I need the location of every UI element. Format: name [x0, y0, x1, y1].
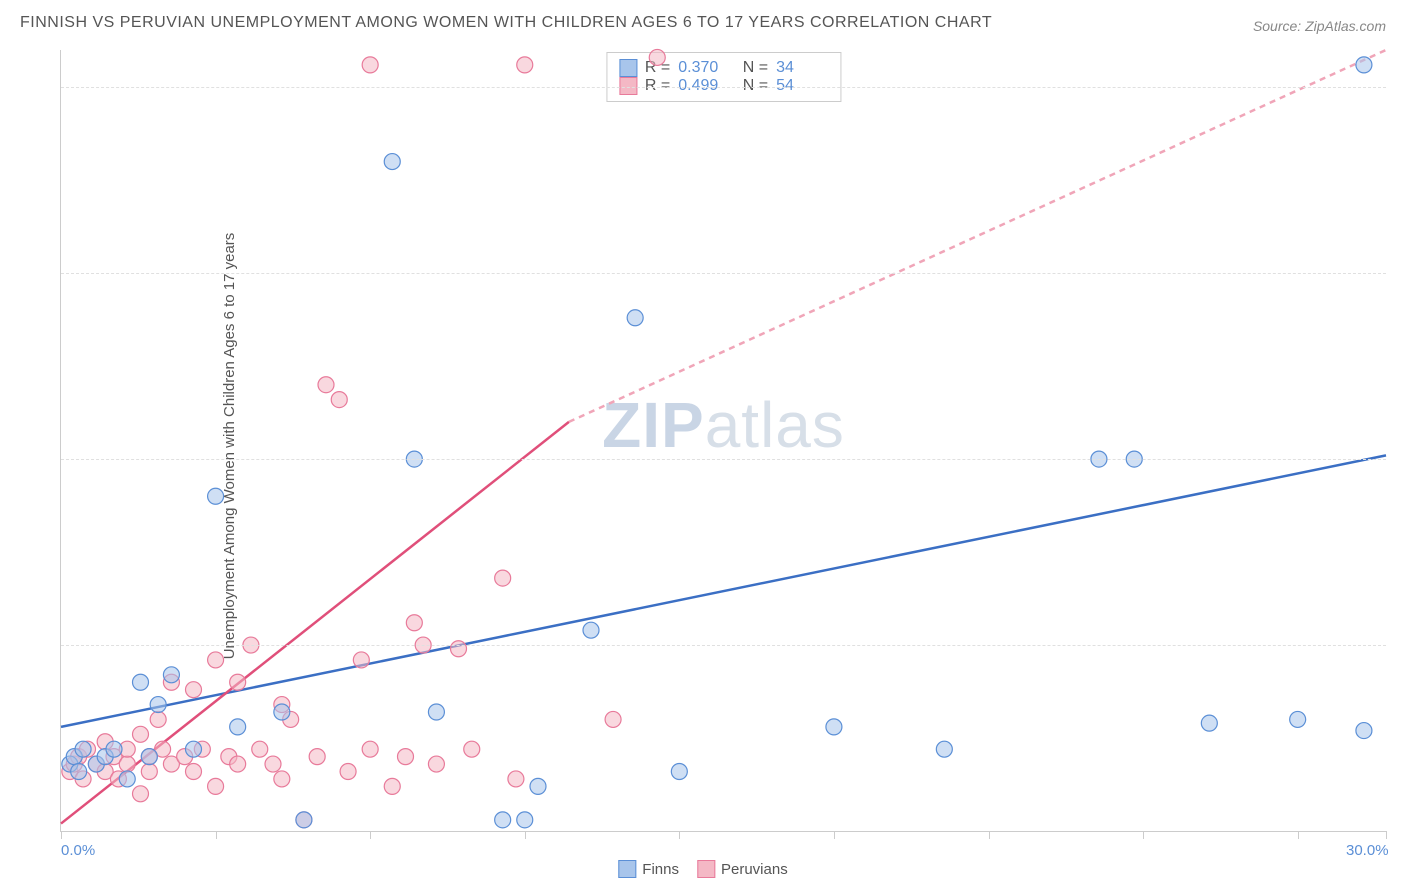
- legend-label-peruvians: Peruvians: [721, 861, 788, 878]
- regression-line: [569, 50, 1386, 422]
- data-point: [71, 763, 87, 779]
- data-point: [428, 756, 444, 772]
- x-tick: [525, 831, 526, 839]
- x-tick: [1298, 831, 1299, 839]
- data-point: [464, 741, 480, 757]
- data-point: [451, 641, 467, 657]
- data-point: [296, 812, 312, 828]
- data-point: [163, 667, 179, 683]
- data-point: [309, 749, 325, 765]
- data-point: [119, 771, 135, 787]
- data-point: [318, 377, 334, 393]
- swatch-peruvians-icon: [697, 860, 715, 878]
- x-tick: [834, 831, 835, 839]
- data-point: [627, 310, 643, 326]
- data-point: [406, 615, 422, 631]
- legend-bottom: Finns Peruvians: [618, 860, 787, 878]
- data-point: [119, 756, 135, 772]
- data-point: [141, 749, 157, 765]
- data-point: [649, 49, 665, 65]
- data-point: [252, 741, 268, 757]
- data-point: [186, 741, 202, 757]
- data-point: [428, 704, 444, 720]
- x-tick: [370, 831, 371, 839]
- data-point: [508, 771, 524, 787]
- legend-item-finns: Finns: [618, 860, 679, 878]
- data-point: [353, 652, 369, 668]
- data-point: [583, 622, 599, 638]
- data-point: [495, 812, 511, 828]
- data-point: [936, 741, 952, 757]
- gridline: [61, 87, 1386, 88]
- data-point: [133, 786, 149, 802]
- source-attribution: Source: ZipAtlas.com: [1253, 18, 1386, 34]
- data-point: [208, 652, 224, 668]
- x-tick: [989, 831, 990, 839]
- data-point: [517, 57, 533, 73]
- data-point: [331, 392, 347, 408]
- data-point: [530, 778, 546, 794]
- data-point: [1356, 57, 1372, 73]
- data-point: [362, 741, 378, 757]
- data-point: [398, 749, 414, 765]
- data-point: [605, 711, 621, 727]
- gridline: [61, 459, 1386, 460]
- data-point: [208, 488, 224, 504]
- data-point: [362, 57, 378, 73]
- data-point: [671, 763, 687, 779]
- legend-label-finns: Finns: [642, 861, 679, 878]
- data-point: [274, 771, 290, 787]
- data-point: [230, 756, 246, 772]
- data-point: [265, 756, 281, 772]
- gridline: [61, 273, 1386, 274]
- x-tick-label: 0.0%: [61, 842, 95, 859]
- x-tick: [61, 831, 62, 839]
- regression-line: [61, 455, 1386, 726]
- data-point: [150, 711, 166, 727]
- chart-title: FINNISH VS PERUVIAN UNEMPLOYMENT AMONG W…: [20, 14, 992, 32]
- data-point: [495, 570, 511, 586]
- data-point: [1201, 715, 1217, 731]
- data-point: [517, 812, 533, 828]
- x-tick: [1386, 831, 1387, 839]
- data-point: [1356, 723, 1372, 739]
- data-point: [274, 704, 290, 720]
- gridline: [61, 645, 1386, 646]
- data-point: [106, 741, 122, 757]
- data-point: [1290, 711, 1306, 727]
- data-point: [230, 674, 246, 690]
- plot-area: ZIPatlas R = 0.370 N = 34 R = 0.499 N = …: [60, 50, 1386, 832]
- data-point: [384, 778, 400, 794]
- data-point: [150, 697, 166, 713]
- data-point: [133, 726, 149, 742]
- data-point: [186, 682, 202, 698]
- data-point: [384, 154, 400, 170]
- x-tick: [679, 831, 680, 839]
- swatch-finns-icon: [618, 860, 636, 878]
- legend-item-peruvians: Peruvians: [697, 860, 788, 878]
- x-tick-label: 30.0%: [1346, 842, 1389, 859]
- data-point: [208, 778, 224, 794]
- data-point: [230, 719, 246, 735]
- data-point: [826, 719, 842, 735]
- data-point: [75, 741, 91, 757]
- data-point: [141, 763, 157, 779]
- chart-svg: [61, 50, 1386, 831]
- x-tick: [216, 831, 217, 839]
- data-point: [133, 674, 149, 690]
- x-tick: [1143, 831, 1144, 839]
- data-point: [186, 763, 202, 779]
- data-point: [340, 763, 356, 779]
